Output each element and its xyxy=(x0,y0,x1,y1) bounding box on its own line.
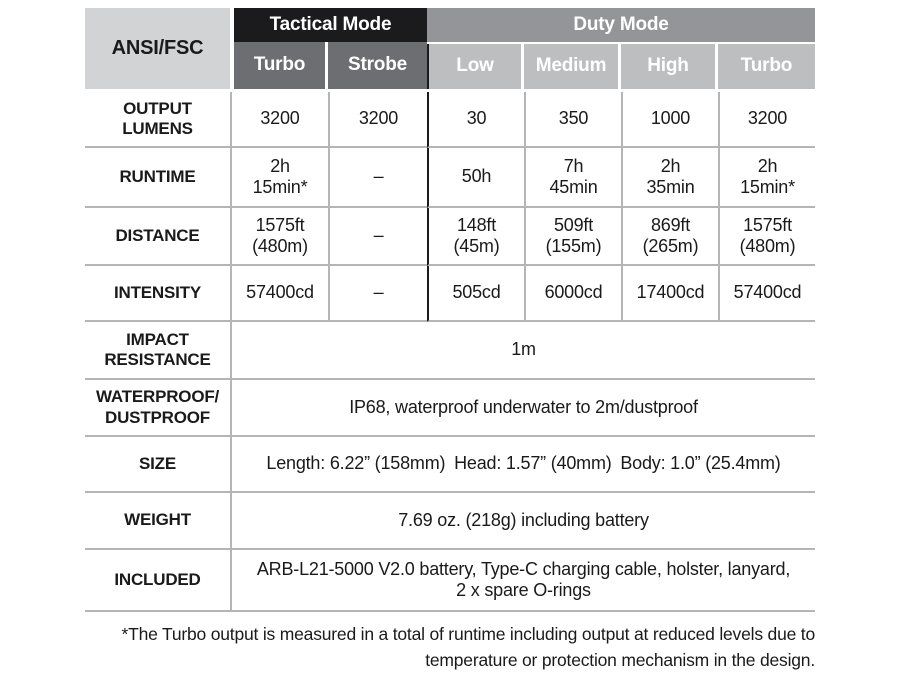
value-output-duty-turbo: 3200 xyxy=(718,92,815,148)
subheader-duty-low: Low xyxy=(427,44,521,89)
row-label-impact-resistance: IMPACT RESISTANCE xyxy=(85,322,230,380)
value-output-duty-low: 30 xyxy=(427,92,524,148)
row-label-runtime: RUNTIME xyxy=(85,148,230,208)
value-output-tactical-strobe: 3200 xyxy=(328,92,427,148)
value-intensity-duty-medium: 6000cd xyxy=(524,266,621,322)
value-runtime-duty-high: 2h 35min xyxy=(621,148,718,208)
row-label-waterproof-dustproof: WATERPROOF/ DUSTPROOF xyxy=(85,380,230,437)
footnote-line-1: *The Turbo output is measured in a total… xyxy=(121,624,816,644)
value-weight: 7.69 oz. (218g) including battery xyxy=(230,493,815,550)
value-distance-duty-low: 148ft (45m) xyxy=(427,208,524,266)
value-intensity-duty-high: 17400cd xyxy=(621,266,718,322)
value-distance-tactical-turbo: 1575ft (480m) xyxy=(230,208,328,266)
subheader-duty-turbo: Turbo xyxy=(718,44,815,89)
corner-header-ansi-fsc: ANSI/FSC xyxy=(85,8,230,89)
value-output-tactical-turbo: 3200 xyxy=(230,92,328,148)
value-runtime-tactical-turbo: 2h 15min* xyxy=(230,148,328,208)
value-runtime-duty-medium: 7h 45min xyxy=(524,148,621,208)
value-distance-duty-medium: 509ft (155m) xyxy=(524,208,621,266)
value-intensity-duty-turbo: 57400cd xyxy=(718,266,815,322)
row-label-output-lumens: OUTPUT LUMENS xyxy=(85,92,230,148)
value-runtime-duty-low: 50h xyxy=(427,148,524,208)
subheader-tactical-turbo: Turbo xyxy=(234,42,325,89)
spec-sheet: ANSI/FSC Tactical Mode Duty Mode Turbo S… xyxy=(85,8,815,674)
value-runtime-duty-turbo: 2h 15min* xyxy=(718,148,815,208)
value-output-duty-high: 1000 xyxy=(621,92,718,148)
row-label-distance: DISTANCE xyxy=(85,208,230,266)
value-included: ARB-L21-5000 V2.0 battery, Type-C chargi… xyxy=(230,550,815,612)
group-header-duty-mode: Duty Mode xyxy=(427,8,815,42)
subheader-tactical-strobe: Strobe xyxy=(328,42,427,89)
row-label-intensity: INTENSITY xyxy=(85,266,230,322)
group-header-tactical-mode: Tactical Mode xyxy=(234,8,427,42)
row-label-weight: WEIGHT xyxy=(85,493,230,550)
footnote: *The Turbo output is measured in a total… xyxy=(85,621,816,674)
value-size: Length: 6.22” (158mm) Head: 1.57” (40mm)… xyxy=(230,437,815,493)
value-intensity-tactical-strobe: – xyxy=(328,266,427,322)
spec-table: ANSI/FSC Tactical Mode Duty Mode Turbo S… xyxy=(85,8,815,612)
row-label-included: INCLUDED xyxy=(85,550,230,612)
value-impact-resistance: 1m xyxy=(230,322,815,380)
value-distance-duty-turbo: 1575ft (480m) xyxy=(718,208,815,266)
value-distance-tactical-strobe: – xyxy=(328,208,427,266)
value-output-duty-medium: 350 xyxy=(524,92,621,148)
value-intensity-tactical-turbo: 57400cd xyxy=(230,266,328,322)
value-runtime-tactical-strobe: – xyxy=(328,148,427,208)
subheader-duty-medium: Medium xyxy=(524,44,618,89)
footnote-line-2: temperature or protection mechanism in t… xyxy=(425,650,815,671)
row-label-size: SIZE xyxy=(85,437,230,493)
value-waterproof-dustproof: IP68, waterproof underwater to 2m/dustpr… xyxy=(230,380,815,437)
value-intensity-duty-low: 505cd xyxy=(427,266,524,322)
value-distance-duty-high: 869ft (265m) xyxy=(621,208,718,266)
subheader-duty-high: High xyxy=(621,44,715,89)
